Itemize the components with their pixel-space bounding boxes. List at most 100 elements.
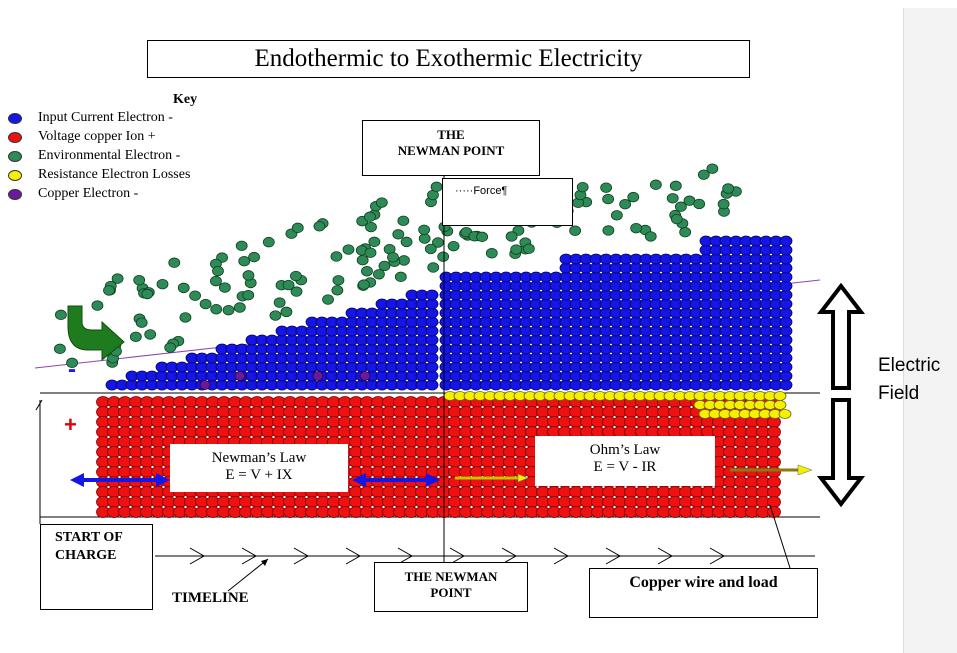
environmental-electron — [693, 198, 706, 210]
timeline-chevron — [553, 547, 570, 565]
right-side-panel — [903, 8, 957, 653]
environmental-electron — [331, 285, 344, 296]
environmental-electron — [378, 260, 391, 272]
input-electron — [779, 244, 793, 256]
environmental-electron — [218, 282, 231, 293]
environmental-electron — [242, 290, 255, 301]
environmental-electron — [670, 213, 683, 225]
newman-point-top-line1: THE — [437, 127, 465, 142]
newman-point-current-arrow — [352, 473, 440, 487]
timeline-chevron — [449, 547, 466, 565]
newmans-law-equation: E = V + IX — [225, 467, 293, 483]
environmental-electron — [485, 248, 498, 259]
environmental-electron — [290, 286, 303, 297]
copper-ion — [767, 456, 781, 468]
environmental-electron — [418, 224, 431, 235]
environmental-electron — [394, 271, 407, 283]
input-electron — [425, 370, 439, 382]
environmental-electron — [330, 251, 343, 262]
input-electron — [425, 334, 439, 346]
copper-electron — [312, 371, 324, 381]
input-electron — [779, 352, 793, 364]
environmental-electron — [356, 254, 369, 266]
environmental-electron — [141, 288, 154, 300]
environmental-electron — [505, 231, 518, 242]
environmental-electron — [602, 225, 615, 236]
environmental-electron — [238, 255, 251, 267]
copper-ion — [767, 446, 781, 458]
input-electron — [425, 316, 439, 328]
newman-point-bottom-box: THE NEWMAN POINT — [374, 562, 528, 612]
input-electron — [779, 271, 793, 283]
environmental-electron — [424, 243, 437, 255]
timeline-chevron — [345, 547, 362, 565]
environmental-electron — [156, 278, 169, 290]
red-dot-icon — [8, 131, 22, 143]
positive-sign: + — [64, 412, 77, 437]
start-of-charge-line1: START OF — [55, 530, 123, 545]
environmental-electron — [133, 274, 146, 286]
green-curved-arrow — [67, 305, 125, 362]
copper-ion — [767, 426, 781, 438]
input-electron — [779, 334, 793, 346]
environmental-electron — [177, 282, 190, 294]
key-item-environmental: Environmental Electron - — [8, 148, 180, 164]
environmental-electron — [129, 331, 142, 343]
input-electron — [779, 289, 793, 301]
environmental-electron — [619, 199, 632, 210]
copper-electron — [359, 371, 371, 381]
environmental-electron — [602, 193, 615, 205]
environmental-electron — [291, 222, 304, 234]
timeline-label: TIMELINE — [172, 590, 249, 606]
start-line-tip — [35, 399, 43, 411]
environmental-electron — [364, 247, 377, 258]
input-electron — [779, 235, 793, 247]
environmental-electron — [164, 342, 177, 353]
input-electron — [779, 343, 793, 355]
copper-ion — [767, 506, 781, 518]
key-heading: Key — [173, 92, 198, 107]
environmental-electron — [91, 300, 104, 311]
environmental-electron — [365, 221, 377, 233]
input-electron — [779, 316, 793, 328]
timeline-chevron — [397, 547, 414, 565]
timeline-chevron — [605, 547, 622, 565]
copper-ion — [767, 436, 781, 448]
environmental-electron — [273, 297, 286, 308]
environmental-electron — [430, 181, 443, 193]
copper-ion — [767, 476, 781, 488]
environmental-electron — [697, 169, 710, 180]
environmental-electron — [368, 236, 381, 248]
negative-sign: - — [68, 356, 76, 383]
resistance-loss — [773, 391, 787, 401]
environmental-electron — [427, 262, 440, 273]
environmental-electron — [168, 257, 181, 268]
environmental-electron — [364, 211, 376, 222]
electric-field-line1: Electric — [878, 355, 941, 376]
input-electron — [779, 361, 793, 373]
environmental-electron — [66, 357, 78, 368]
environmental-electron — [398, 255, 410, 266]
environmental-electron — [610, 210, 623, 221]
environmental-electron — [447, 240, 460, 252]
environmental-electron — [510, 244, 523, 255]
environmental-electron — [222, 304, 235, 316]
copper-ion — [767, 486, 781, 498]
environmental-electron — [649, 179, 662, 190]
key-item-copper-electron: Copper Electron - — [8, 186, 138, 202]
copper-wire-label: Copper wire and load — [629, 574, 778, 591]
timeline-chevron — [501, 547, 518, 565]
environmental-electron — [210, 275, 222, 287]
newman-point-bottom-line2: POINT — [430, 585, 472, 600]
environmental-electron — [262, 236, 275, 248]
input-electron — [779, 262, 793, 274]
copper-electron — [199, 380, 211, 390]
environmental-electron — [432, 237, 444, 248]
environmental-electron — [627, 191, 640, 203]
environmental-electron — [103, 285, 115, 296]
environmental-electron — [55, 309, 67, 321]
environmental-electron — [332, 275, 345, 286]
input-electron — [425, 307, 439, 319]
environmental-electron — [135, 317, 148, 328]
environmental-electron — [144, 329, 157, 340]
